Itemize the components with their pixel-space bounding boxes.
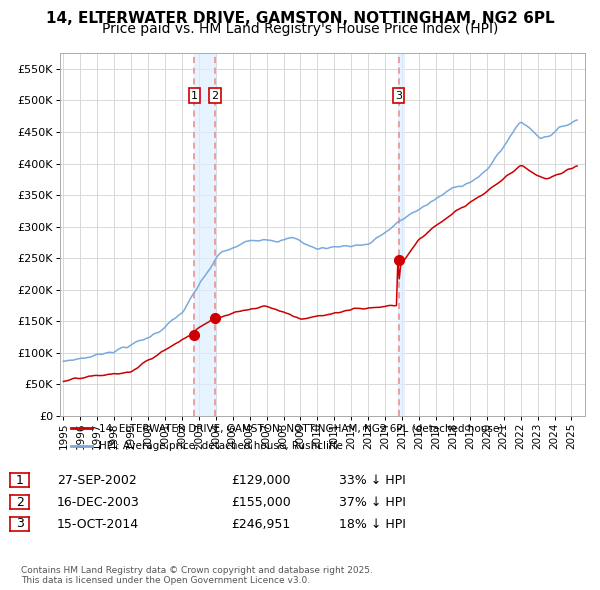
Bar [194,53,215,416]
Text: 2: 2 [16,496,24,509]
Text: 33% ↓ HPI: 33% ↓ HPI [339,474,406,487]
Text: 3: 3 [395,91,402,101]
Text: 1: 1 [191,91,198,101]
Text: Contains HM Land Registry data © Crown copyright and database right 2025.
This d: Contains HM Land Registry data © Crown c… [21,566,373,585]
Text: 14, ELTERWATER DRIVE, GAMSTON, NOTTINGHAM, NG2 6PL: 14, ELTERWATER DRIVE, GAMSTON, NOTTINGHA… [46,11,554,25]
Text: HPI: Average price, detached house, Rushcliffe: HPI: Average price, detached house, Rush… [100,441,343,451]
Text: £129,000: £129,000 [231,474,290,487]
Text: 37% ↓ HPI: 37% ↓ HPI [339,496,406,509]
Text: £155,000: £155,000 [231,496,291,509]
Bar [398,53,404,416]
Text: 3: 3 [16,517,24,530]
Text: 16-DEC-2003: 16-DEC-2003 [57,496,140,509]
Text: 18% ↓ HPI: 18% ↓ HPI [339,518,406,531]
Text: Price paid vs. HM Land Registry's House Price Index (HPI): Price paid vs. HM Land Registry's House … [102,22,498,36]
Text: 14, ELTERWATER DRIVE, GAMSTON, NOTTINGHAM, NG2 6PL (detached house): 14, ELTERWATER DRIVE, GAMSTON, NOTTINGHA… [100,424,503,434]
Text: 2: 2 [212,91,218,101]
Text: £246,951: £246,951 [231,518,290,531]
Text: 15-OCT-2014: 15-OCT-2014 [57,518,139,531]
Text: 1: 1 [16,474,24,487]
Text: 27-SEP-2002: 27-SEP-2002 [57,474,137,487]
